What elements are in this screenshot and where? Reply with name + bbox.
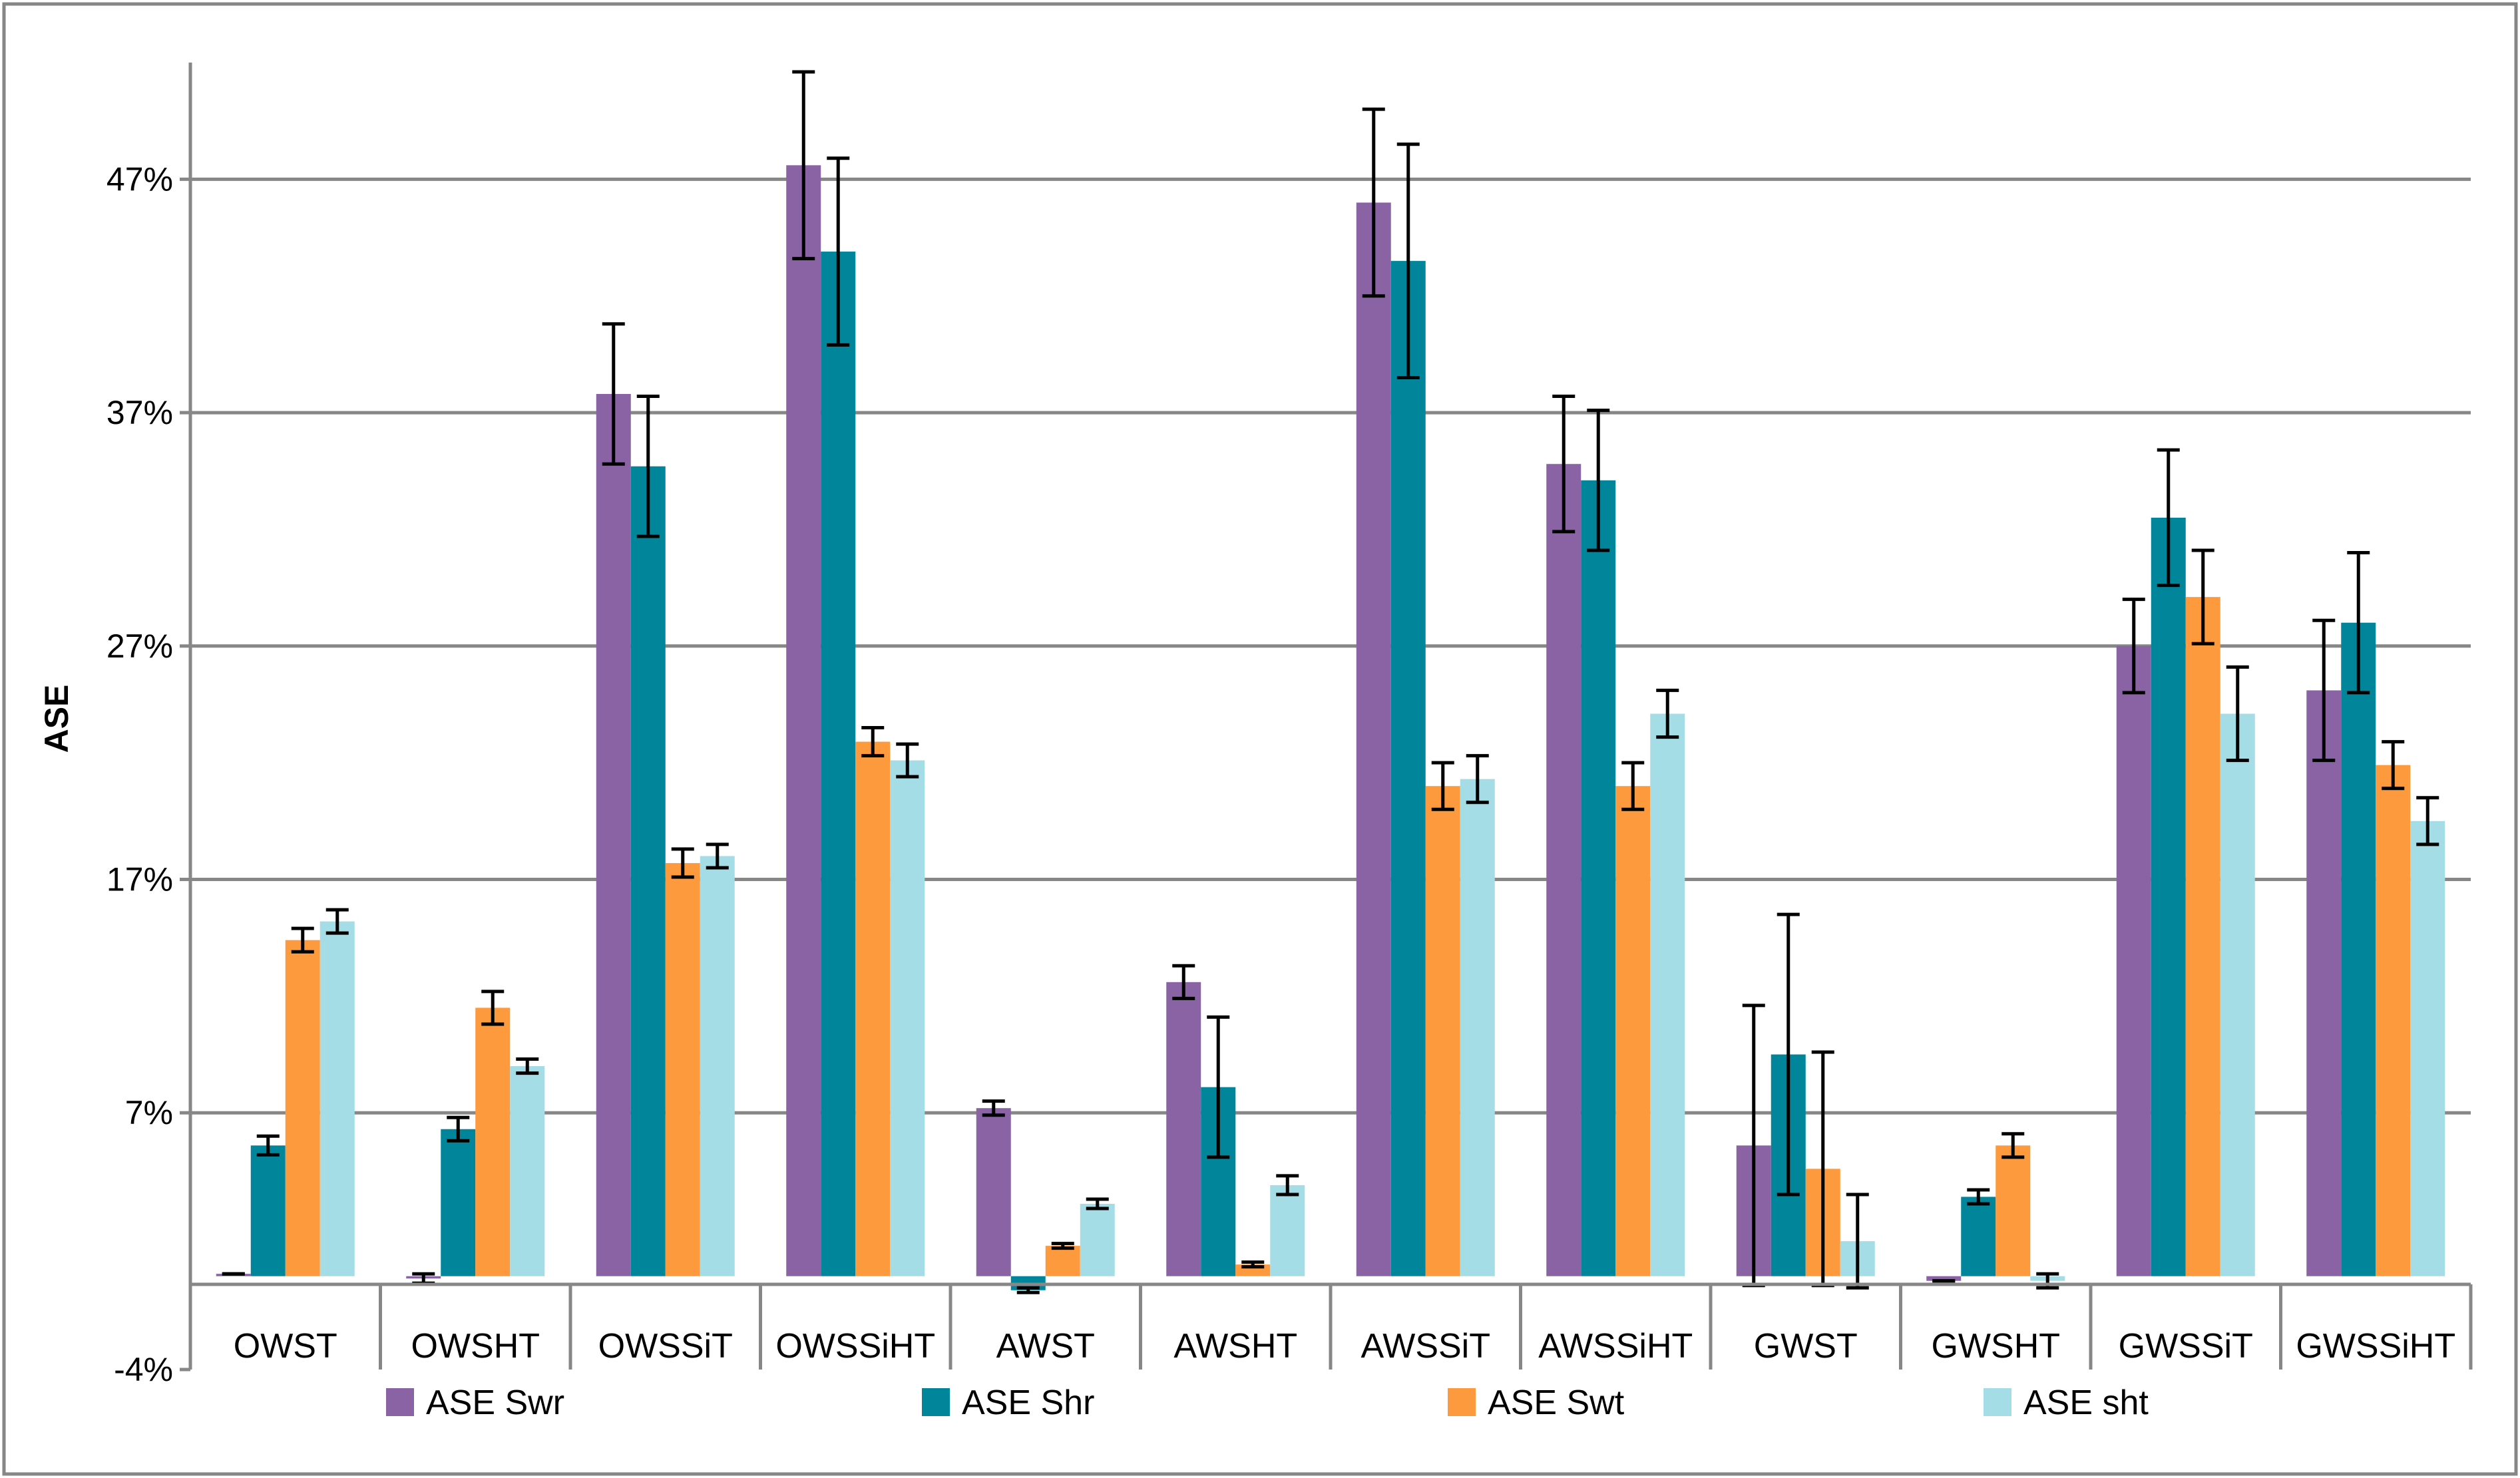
legend-label: ASE Swt <box>1488 1384 1625 1422</box>
legend-label: ASE sht <box>2023 1384 2149 1422</box>
bar <box>821 252 856 1276</box>
y-tick-label: 7% <box>125 1094 173 1131</box>
x-category-label: GWSHT <box>1931 1327 2060 1366</box>
bar <box>2116 646 2151 1276</box>
bar <box>2306 690 2342 1276</box>
y-tick-label: 17% <box>106 861 173 898</box>
bar <box>319 921 355 1276</box>
legend-swatch <box>1984 1388 2011 1416</box>
bar <box>890 760 925 1276</box>
x-category-label: OWSSiHT <box>775 1327 935 1366</box>
x-category-label: OWST <box>234 1327 337 1366</box>
y-tick-label: 47% <box>106 160 173 198</box>
x-category-label: OWSSiT <box>598 1327 733 1366</box>
bar <box>1080 1203 1115 1276</box>
x-category-labels: OWST OWSHT OWSSiT OWSSiHT AWST AWSHT AWSSiT AWS… <box>234 1327 2455 1366</box>
bar <box>630 466 666 1276</box>
x-category-label: AWSSiT <box>1361 1327 1490 1366</box>
x-category-label: OWSHT <box>411 1327 540 1366</box>
y-tick-label: -4% <box>114 1351 173 1388</box>
bar <box>2185 597 2220 1276</box>
bar <box>1650 713 1685 1276</box>
error-bars <box>222 70 2439 1294</box>
bar <box>665 862 700 1276</box>
x-category-label: AWSSiHT <box>1538 1327 1693 1366</box>
bar <box>1581 480 1616 1276</box>
x-category-label: GWSSiHT <box>2296 1327 2455 1366</box>
bar <box>1460 779 1495 1276</box>
bar <box>2410 821 2445 1276</box>
legend-label: ASE Shr <box>962 1384 1094 1422</box>
bar <box>1166 982 1201 1276</box>
axes <box>180 63 2473 1372</box>
bar <box>1045 1246 1080 1276</box>
bar <box>1390 261 1426 1276</box>
bar <box>1615 786 1651 1276</box>
bar <box>510 1066 545 1276</box>
bar <box>285 940 320 1276</box>
bar <box>2220 713 2255 1276</box>
bar <box>1425 786 1460 1276</box>
x-category-label: AWSHT <box>1173 1327 1297 1366</box>
bar <box>1961 1197 1996 1276</box>
bar <box>1546 464 1581 1276</box>
bar <box>786 165 821 1276</box>
legend: ASE Swr ASE Shr ASE Swt ASE sht <box>386 1384 2149 1422</box>
gridlines <box>190 177 2471 1115</box>
bar <box>1926 1276 1962 1281</box>
bar <box>475 1008 511 1276</box>
bar <box>596 394 631 1276</box>
bar <box>1270 1185 1305 1276</box>
bar <box>1995 1145 2031 1276</box>
bar <box>2341 622 2376 1276</box>
bar <box>2151 517 2186 1276</box>
legend-swatch <box>922 1388 950 1416</box>
y-axis-label: ASE <box>38 685 75 753</box>
y-tick-label: 37% <box>106 394 173 431</box>
legend-swatch <box>386 1388 414 1416</box>
bar <box>700 856 735 1276</box>
bar <box>2376 765 2411 1276</box>
legend-swatch <box>1448 1388 1476 1416</box>
bar-series <box>216 165 2445 1290</box>
y-tick-label: 27% <box>106 628 173 665</box>
bar <box>855 741 891 1276</box>
bar <box>250 1145 286 1276</box>
x-category-label: GWST <box>1754 1327 1858 1366</box>
y-tick-labels: -4% 7% 17% 27% 37% 47% <box>106 160 173 1388</box>
bar <box>441 1129 476 1276</box>
x-category-label: GWSSiT <box>2119 1327 2253 1366</box>
bar <box>976 1108 1011 1276</box>
legend-label: ASE Swr <box>426 1384 564 1422</box>
bar <box>1356 202 1391 1276</box>
x-category-label: AWST <box>996 1327 1095 1366</box>
